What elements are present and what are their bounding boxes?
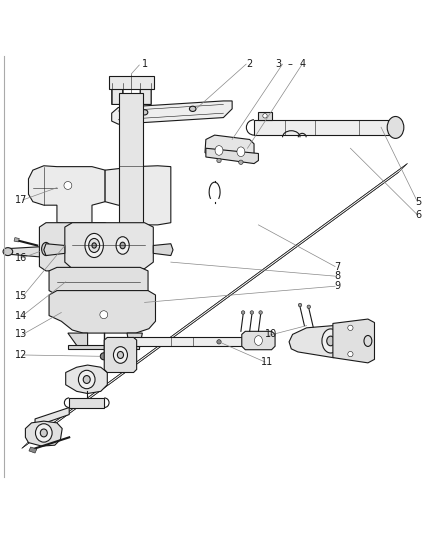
Text: 2: 2 [247,59,253,69]
Ellipse shape [85,233,103,257]
Ellipse shape [128,283,134,289]
Polygon shape [105,166,171,225]
Polygon shape [127,333,142,349]
Ellipse shape [322,329,339,353]
Polygon shape [28,166,105,225]
Ellipse shape [35,424,52,442]
Polygon shape [109,76,154,89]
Ellipse shape [83,376,90,383]
Polygon shape [69,398,104,408]
Polygon shape [112,78,123,104]
Ellipse shape [42,243,50,255]
Ellipse shape [120,242,125,249]
Polygon shape [205,135,254,161]
Text: 6: 6 [415,210,421,220]
Ellipse shape [298,303,302,307]
Text: 8: 8 [334,271,340,281]
Text: 15: 15 [15,291,27,301]
Text: 14: 14 [15,311,27,320]
Polygon shape [9,247,42,257]
Text: 12: 12 [15,350,27,360]
Ellipse shape [348,351,353,357]
Ellipse shape [78,370,95,389]
Ellipse shape [241,311,245,314]
Bar [254,120,392,135]
Text: 7: 7 [334,262,340,271]
Ellipse shape [3,248,13,255]
Text: 17: 17 [15,195,27,205]
Ellipse shape [327,336,335,346]
Text: 13: 13 [15,329,27,340]
Ellipse shape [387,117,404,139]
Polygon shape [242,332,275,350]
Ellipse shape [239,160,243,165]
Polygon shape [258,112,272,120]
Ellipse shape [307,305,311,309]
Polygon shape [289,326,371,358]
Text: 16: 16 [15,253,27,263]
Polygon shape [44,244,65,255]
Polygon shape [65,223,153,269]
Polygon shape [49,290,155,333]
Ellipse shape [92,243,96,248]
Ellipse shape [263,114,267,118]
Polygon shape [22,164,407,448]
Ellipse shape [64,182,72,189]
Polygon shape [134,337,254,346]
Ellipse shape [101,243,110,255]
Ellipse shape [237,147,245,157]
Ellipse shape [113,346,127,364]
Ellipse shape [254,336,262,345]
Polygon shape [104,337,137,373]
Ellipse shape [250,311,254,314]
Polygon shape [206,148,258,164]
Ellipse shape [189,106,196,111]
Ellipse shape [117,351,124,359]
Text: 11: 11 [261,357,273,367]
Text: 10: 10 [265,329,278,340]
Text: 5: 5 [415,197,421,207]
Ellipse shape [217,158,221,163]
Ellipse shape [217,340,221,344]
Ellipse shape [348,325,353,330]
Ellipse shape [364,335,372,346]
Polygon shape [35,408,69,426]
Text: 1: 1 [141,59,148,69]
Polygon shape [68,345,139,349]
Ellipse shape [100,311,108,319]
Polygon shape [49,268,148,295]
Polygon shape [14,238,19,242]
Bar [119,93,143,225]
Polygon shape [140,78,151,104]
Polygon shape [25,421,62,446]
Text: 4: 4 [299,59,305,69]
Polygon shape [68,333,88,349]
Polygon shape [333,319,374,363]
Ellipse shape [259,311,262,314]
Ellipse shape [215,146,223,155]
Ellipse shape [100,353,107,360]
Text: 9: 9 [334,281,340,291]
Polygon shape [112,101,232,124]
Ellipse shape [40,429,47,437]
Ellipse shape [141,110,148,115]
Text: –: – [288,59,293,69]
Polygon shape [153,244,173,255]
Polygon shape [66,365,107,393]
Text: 3: 3 [275,59,281,69]
Polygon shape [29,447,37,453]
Polygon shape [39,223,112,271]
Ellipse shape [116,237,129,254]
Ellipse shape [88,238,99,253]
